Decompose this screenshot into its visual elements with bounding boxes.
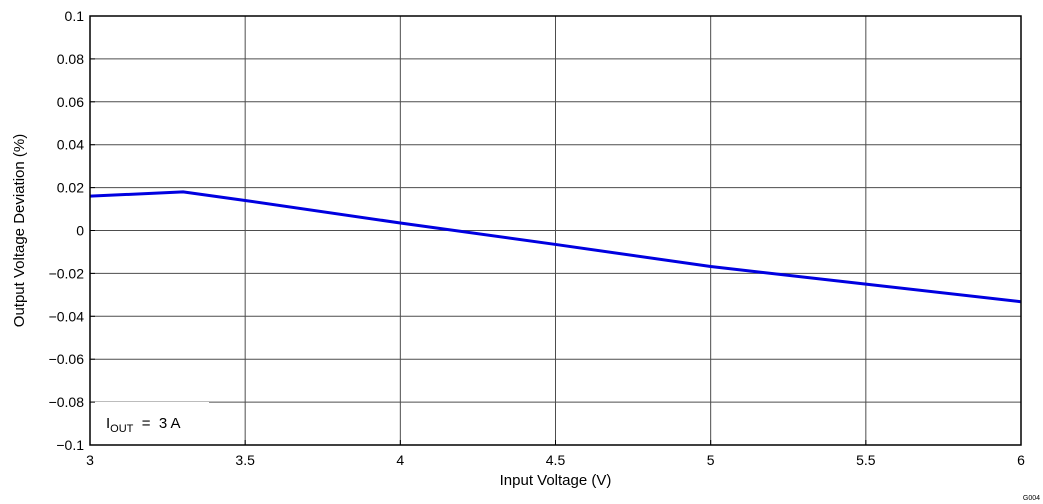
annotation-suffix: = 3 A	[133, 415, 180, 432]
x-axis-title: Input Voltage (V)	[500, 472, 612, 489]
tick-labels: 3 3.5 4 4.5 5 5.5 6 0.1 0.08 0.06 0.04 0.02 0 −0.02 −0…	[49, 8, 1026, 468]
y-tick-label: −0.04	[49, 308, 85, 324]
grid-lines	[89, 15, 1022, 446]
figure-id: G004	[1023, 495, 1040, 502]
annotation-box: IOUT = 3 A	[91, 402, 209, 444]
annotation-prefix: I	[106, 415, 110, 432]
y-tick-label: −0.08	[49, 394, 85, 410]
annotation-background	[91, 402, 209, 444]
axes	[89, 15, 1022, 446]
y-tick-label: 0.06	[57, 94, 84, 110]
annotation-subscript: OUT	[110, 423, 134, 435]
x-tick-label: 4	[396, 452, 404, 468]
y-tick-label: −0.1	[56, 437, 84, 453]
x-tick-label: 5.5	[856, 452, 876, 468]
y-tick-label: 0.04	[57, 137, 84, 153]
x-tick-label: 6	[1017, 452, 1025, 468]
series-line	[89, 190, 1022, 304]
y-tick-label: 0	[76, 223, 84, 239]
plot-area	[89, 190, 1022, 304]
x-tick-label: 3.5	[235, 452, 255, 468]
x-tick-label: 4.5	[546, 452, 566, 468]
y-tick-label: 0.08	[57, 51, 84, 67]
annotation-label: IOUT = 3 A	[106, 415, 181, 435]
y-tick-label: 0.02	[57, 180, 84, 196]
y-axis-title: Output Voltage Deviation (%)	[11, 134, 28, 327]
y-tick-label: 0.1	[65, 8, 85, 24]
x-tick-label: 5	[707, 452, 715, 468]
y-tick-label: −0.02	[49, 265, 85, 281]
x-tick-label: 3	[86, 452, 94, 468]
y-tick-label: −0.06	[49, 351, 85, 367]
